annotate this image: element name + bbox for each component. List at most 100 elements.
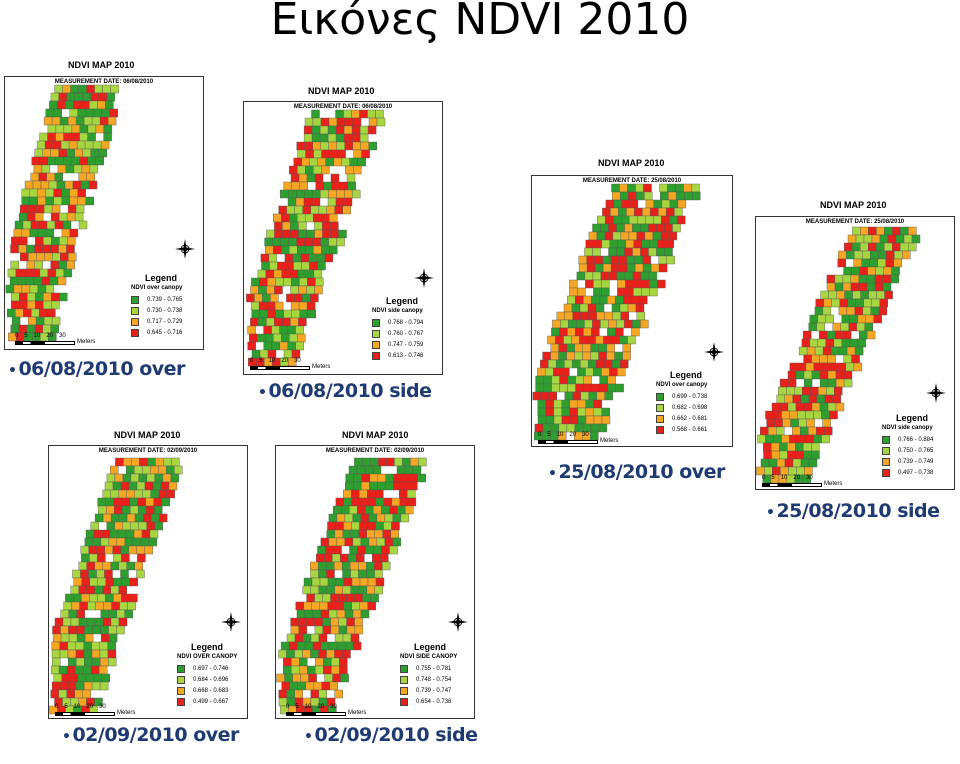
ndvi-cell bbox=[644, 231, 654, 241]
ndvi-cell bbox=[299, 181, 308, 191]
ndvi-cell bbox=[317, 261, 326, 271]
ndvi-cell bbox=[73, 100, 82, 110]
ndvi-cell bbox=[344, 513, 354, 523]
map-caption: • 06/08/2010 over bbox=[8, 358, 185, 380]
ndvi-cell bbox=[342, 489, 352, 499]
ndvi-cell bbox=[147, 457, 156, 467]
ndvi-cell bbox=[559, 383, 568, 393]
ndvi-cell bbox=[779, 402, 789, 412]
ndvi-cell bbox=[348, 465, 358, 475]
ndvi-cell bbox=[358, 489, 368, 499]
ndvi-cell bbox=[667, 183, 676, 193]
legend-subtitle: NDVI OVER CANOPY bbox=[177, 654, 238, 660]
ndvi-cell bbox=[271, 341, 280, 351]
ndvi-cell bbox=[826, 274, 836, 284]
ndvi-cell bbox=[320, 641, 330, 651]
ndvi-cell bbox=[15, 268, 25, 278]
ndvi-cell bbox=[574, 423, 584, 433]
ndvi-cell bbox=[319, 189, 329, 199]
ndvi-cell bbox=[547, 335, 556, 345]
ndvi-cell bbox=[141, 529, 151, 539]
ndvi-cell bbox=[367, 125, 377, 135]
ndvi-cell bbox=[313, 149, 322, 159]
ndvi-cell bbox=[376, 537, 386, 547]
ndvi-cell bbox=[249, 333, 258, 343]
ndvi-cell bbox=[344, 609, 354, 619]
ndvi-cell bbox=[327, 197, 337, 207]
ndvi-cell bbox=[313, 165, 322, 175]
ndvi-cell bbox=[289, 681, 299, 691]
ndvi-cell bbox=[829, 362, 839, 372]
ndvi-cell bbox=[543, 375, 552, 385]
ndvi-cell bbox=[383, 521, 392, 531]
ndvi-cell bbox=[566, 351, 575, 361]
ndvi-cell bbox=[676, 191, 685, 201]
ndvi-cell bbox=[99, 116, 109, 126]
ndvi-cell bbox=[278, 649, 287, 659]
ndvi-cell bbox=[883, 242, 893, 252]
map-title: NDVI MAP 2010 bbox=[820, 200, 887, 210]
ndvi-cell bbox=[290, 625, 300, 635]
ndvi-cell bbox=[136, 569, 145, 579]
ndvi-cell bbox=[96, 569, 105, 579]
ndvi-cell bbox=[330, 221, 339, 231]
ndvi-cell bbox=[74, 148, 84, 158]
ndvi-cell bbox=[668, 191, 677, 201]
ndvi-cell bbox=[822, 306, 832, 316]
ndvi-cell bbox=[832, 394, 842, 404]
ndvi-cell bbox=[635, 183, 644, 193]
ndvi-cell bbox=[664, 247, 673, 257]
ndvi-cell bbox=[548, 359, 557, 369]
ndvi-cell bbox=[617, 239, 626, 249]
ndvi-cell bbox=[303, 133, 313, 143]
ndvi-cell bbox=[844, 290, 853, 300]
ndvi-cell bbox=[360, 537, 370, 547]
ndvi-cell bbox=[31, 268, 41, 278]
ndvi-cell bbox=[353, 473, 362, 483]
ndvi-cell bbox=[340, 673, 349, 683]
ndvi-cell bbox=[78, 617, 88, 627]
ndvi-cell bbox=[789, 434, 798, 444]
ndvi-cell bbox=[838, 346, 848, 356]
ndvi-cell bbox=[885, 258, 895, 268]
ndvi-cell bbox=[60, 625, 69, 635]
ndvi-cell bbox=[59, 236, 68, 246]
legend-class: 0.717 - 0.729 bbox=[131, 316, 182, 327]
ndvi-cell bbox=[312, 237, 321, 247]
ndvi-cell bbox=[280, 641, 290, 651]
ndvi-cell bbox=[75, 204, 85, 214]
ndvi-cell bbox=[85, 673, 94, 683]
ndvi-cell bbox=[294, 633, 304, 643]
ndvi-cell bbox=[633, 287, 642, 297]
ndvi-cell bbox=[108, 657, 117, 667]
ndvi-cell bbox=[641, 287, 650, 297]
ndvi-cell bbox=[632, 223, 641, 233]
ndvi-cell bbox=[658, 255, 667, 265]
ndvi-cell bbox=[624, 319, 633, 329]
ndvi-cell bbox=[803, 378, 813, 388]
ndvi-cell bbox=[377, 481, 386, 491]
ndvi-cell bbox=[134, 561, 144, 571]
ndvi-cell bbox=[100, 140, 110, 150]
ndvi-cell bbox=[92, 657, 101, 667]
ndvi-cell bbox=[351, 601, 360, 611]
ndvi-cell bbox=[34, 148, 43, 158]
ndvi-cell bbox=[67, 681, 77, 691]
ndvi-cell bbox=[551, 375, 560, 385]
ndvi-cell bbox=[79, 601, 88, 611]
ndvi-cell bbox=[306, 301, 316, 311]
ndvi-grid-map bbox=[276, 457, 427, 715]
ndvi-cell bbox=[312, 141, 321, 151]
ndvi-cell bbox=[366, 585, 376, 595]
ndvi-cell bbox=[564, 391, 573, 401]
legend-title: Legend bbox=[145, 273, 178, 283]
ndvi-cell bbox=[284, 253, 294, 263]
ndvi-cell bbox=[384, 537, 394, 547]
bullet-icon: • bbox=[62, 729, 71, 745]
ndvi-cell bbox=[137, 497, 146, 507]
ndvi-cell bbox=[827, 402, 837, 412]
ndvi-cell bbox=[374, 529, 384, 539]
ndvi-cell bbox=[88, 569, 97, 579]
ndvi-cell bbox=[43, 300, 52, 310]
ndvi-cell bbox=[632, 247, 641, 257]
